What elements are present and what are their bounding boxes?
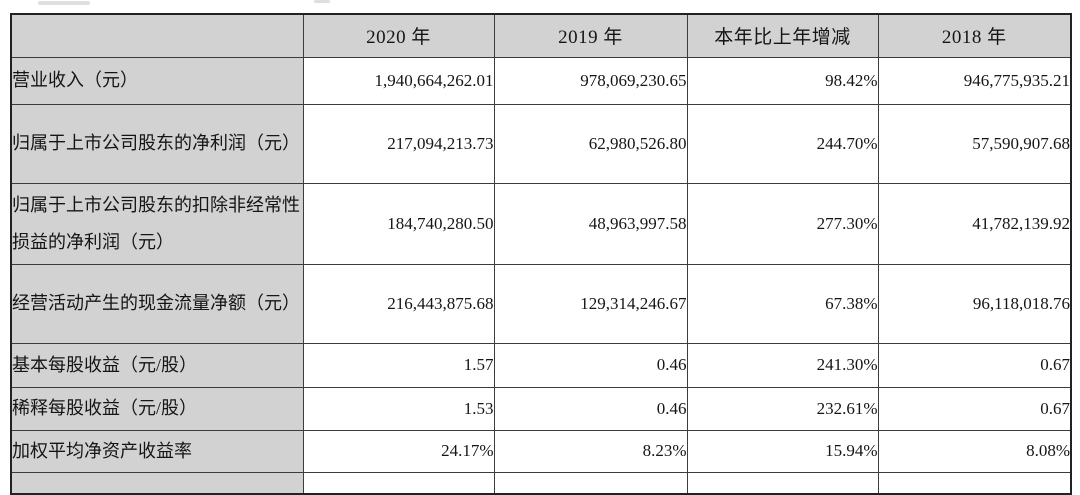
table-row-operating-cash-flow: 经营活动产生的现金流量净额（元） 216,443,875.68 129,314,… xyxy=(10,263,1072,344)
header-cell-2018: 2018 年 xyxy=(877,13,1072,58)
value-yoy-change: 15.94% xyxy=(686,429,879,473)
value-yoy-change: 244.70% xyxy=(686,103,879,184)
row-label xyxy=(10,471,304,495)
value-2018 xyxy=(877,471,1072,495)
header-cell-2020: 2020 年 xyxy=(302,13,495,58)
value-2019: 978,069,230.65 xyxy=(493,56,688,105)
value-2019: 129,314,246.67 xyxy=(493,263,688,344)
value-2020: 1.53 xyxy=(302,386,495,431)
cropped-text-artifact xyxy=(38,1,90,5)
value-2020: 217,094,213.73 xyxy=(302,103,495,184)
row-label: 营业收入（元） xyxy=(10,56,304,105)
value-2020 xyxy=(302,471,495,495)
value-2019: 8.23% xyxy=(493,429,688,473)
cropped-text-artifact xyxy=(314,0,330,3)
value-yoy-change: 232.61% xyxy=(686,386,879,431)
value-yoy-change: 98.42% xyxy=(686,56,879,105)
table-header-row: 2020 年 2019 年 本年比上年增减 2018 年 xyxy=(10,13,1072,58)
table-row-weighted-avg-roe: 加权平均净资产收益率 24.17% 8.23% 15.94% 8.08% xyxy=(10,429,1072,473)
value-2020: 184,740,280.50 xyxy=(302,182,495,265)
row-label: 基本每股收益（元/股） xyxy=(10,342,304,388)
value-2018: 0.67 xyxy=(877,342,1072,388)
value-2019 xyxy=(493,471,688,495)
table-row-partial-clipped xyxy=(10,471,1072,495)
value-2018: 41,782,139.92 xyxy=(877,182,1072,265)
row-label: 归属于上市公司股东的扣除非经常性损益的净利润（元） xyxy=(10,182,304,265)
value-yoy-change xyxy=(686,471,879,495)
table-row-operating-revenue: 营业收入（元） 1,940,664,262.01 978,069,230.65 … xyxy=(10,56,1072,105)
value-2018: 57,590,907.68 xyxy=(877,103,1072,184)
header-cell-2019: 2019 年 xyxy=(493,13,688,58)
value-2019: 0.46 xyxy=(493,386,688,431)
value-yoy-change: 67.38% xyxy=(686,263,879,344)
table-row-diluted-eps: 稀释每股收益（元/股） 1.53 0.46 232.61% 0.67 xyxy=(10,386,1072,431)
header-cell-yoy-change: 本年比上年增减 xyxy=(686,13,879,58)
value-2019: 62,980,526.80 xyxy=(493,103,688,184)
value-2020: 216,443,875.68 xyxy=(302,263,495,344)
header-cell-indicator xyxy=(10,13,304,58)
value-2018: 0.67 xyxy=(877,386,1072,431)
value-yoy-change: 277.30% xyxy=(686,182,879,265)
table-row-basic-eps: 基本每股收益（元/股） 1.57 0.46 241.30% 0.67 xyxy=(10,342,1072,388)
value-2020: 1,940,664,262.01 xyxy=(302,56,495,105)
value-2019: 48,963,997.58 xyxy=(493,182,688,265)
table-row-net-profit: 归属于上市公司股东的净利润（元） 217,094,213.73 62,980,5… xyxy=(10,103,1072,184)
value-2018: 8.08% xyxy=(877,429,1072,473)
row-label: 经营活动产生的现金流量净额（元） xyxy=(10,263,304,344)
value-2020: 24.17% xyxy=(302,429,495,473)
value-2019: 0.46 xyxy=(493,342,688,388)
row-label: 稀释每股收益（元/股） xyxy=(10,386,304,431)
financial-summary-table: 2020 年 2019 年 本年比上年增减 2018 年 营业收入（元） 1,9… xyxy=(10,13,1072,495)
value-2020: 1.57 xyxy=(302,342,495,388)
row-label: 加权平均净资产收益率 xyxy=(10,429,304,473)
table-row-net-profit-excl-nonrecurring: 归属于上市公司股东的扣除非经常性损益的净利润（元） 184,740,280.50… xyxy=(10,182,1072,265)
value-2018: 946,775,935.21 xyxy=(877,56,1072,105)
value-2018: 96,118,018.76 xyxy=(877,263,1072,344)
row-label: 归属于上市公司股东的净利润（元） xyxy=(10,103,304,184)
value-yoy-change: 241.30% xyxy=(686,342,879,388)
